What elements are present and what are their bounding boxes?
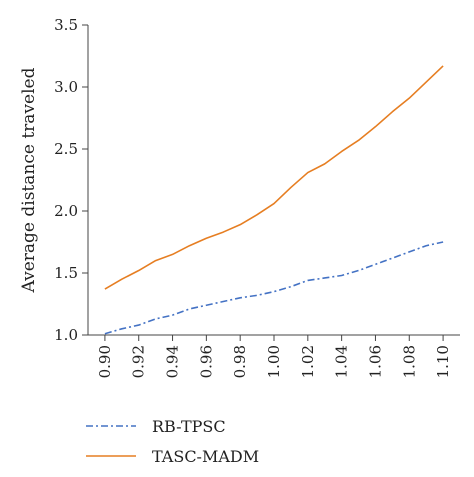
legend: RB-TPSC TASC-MADM <box>86 417 259 466</box>
y-axis-label: Average distance traveled <box>19 67 39 293</box>
x-tick-label: 0.94 <box>164 345 182 378</box>
y-tick-label: 2.0 <box>54 202 78 220</box>
legend-label: RB-TPSC <box>152 417 226 436</box>
x-tick-label: 0.92 <box>130 345 148 378</box>
series-line-rb-tpsc <box>104 241 444 335</box>
x-tick-label: 1.08 <box>400 345 418 378</box>
y-tick-label: 1.5 <box>54 264 78 282</box>
series-line-tasc-madm <box>104 65 444 290</box>
x-tick-label: 1.00 <box>265 345 283 378</box>
y-tick-label: 3.5 <box>54 16 78 34</box>
x-tick-label: 0.90 <box>96 345 114 378</box>
ticks: 1.0 1.5 2.0 2.5 3.0 3.5 0.90 0.92 0.94 0.96 0.98 1.… <box>54 16 452 378</box>
y-tick-label: 2.5 <box>54 140 78 158</box>
axes <box>87 25 460 336</box>
y-tick-label: 3.0 <box>54 78 78 96</box>
x-tick-label: 0.98 <box>231 345 249 378</box>
legend-label: TASC-MADM <box>152 447 259 466</box>
y-tick-label: 1.0 <box>54 326 78 344</box>
x-tick-label: 1.04 <box>333 345 351 378</box>
x-tick-label: 0.96 <box>197 345 215 378</box>
series-lines <box>104 65 444 335</box>
x-tick-label: 1.10 <box>434 345 452 378</box>
x-tick-label: 1.02 <box>299 345 317 378</box>
x-tick-label: 1.06 <box>366 345 384 378</box>
